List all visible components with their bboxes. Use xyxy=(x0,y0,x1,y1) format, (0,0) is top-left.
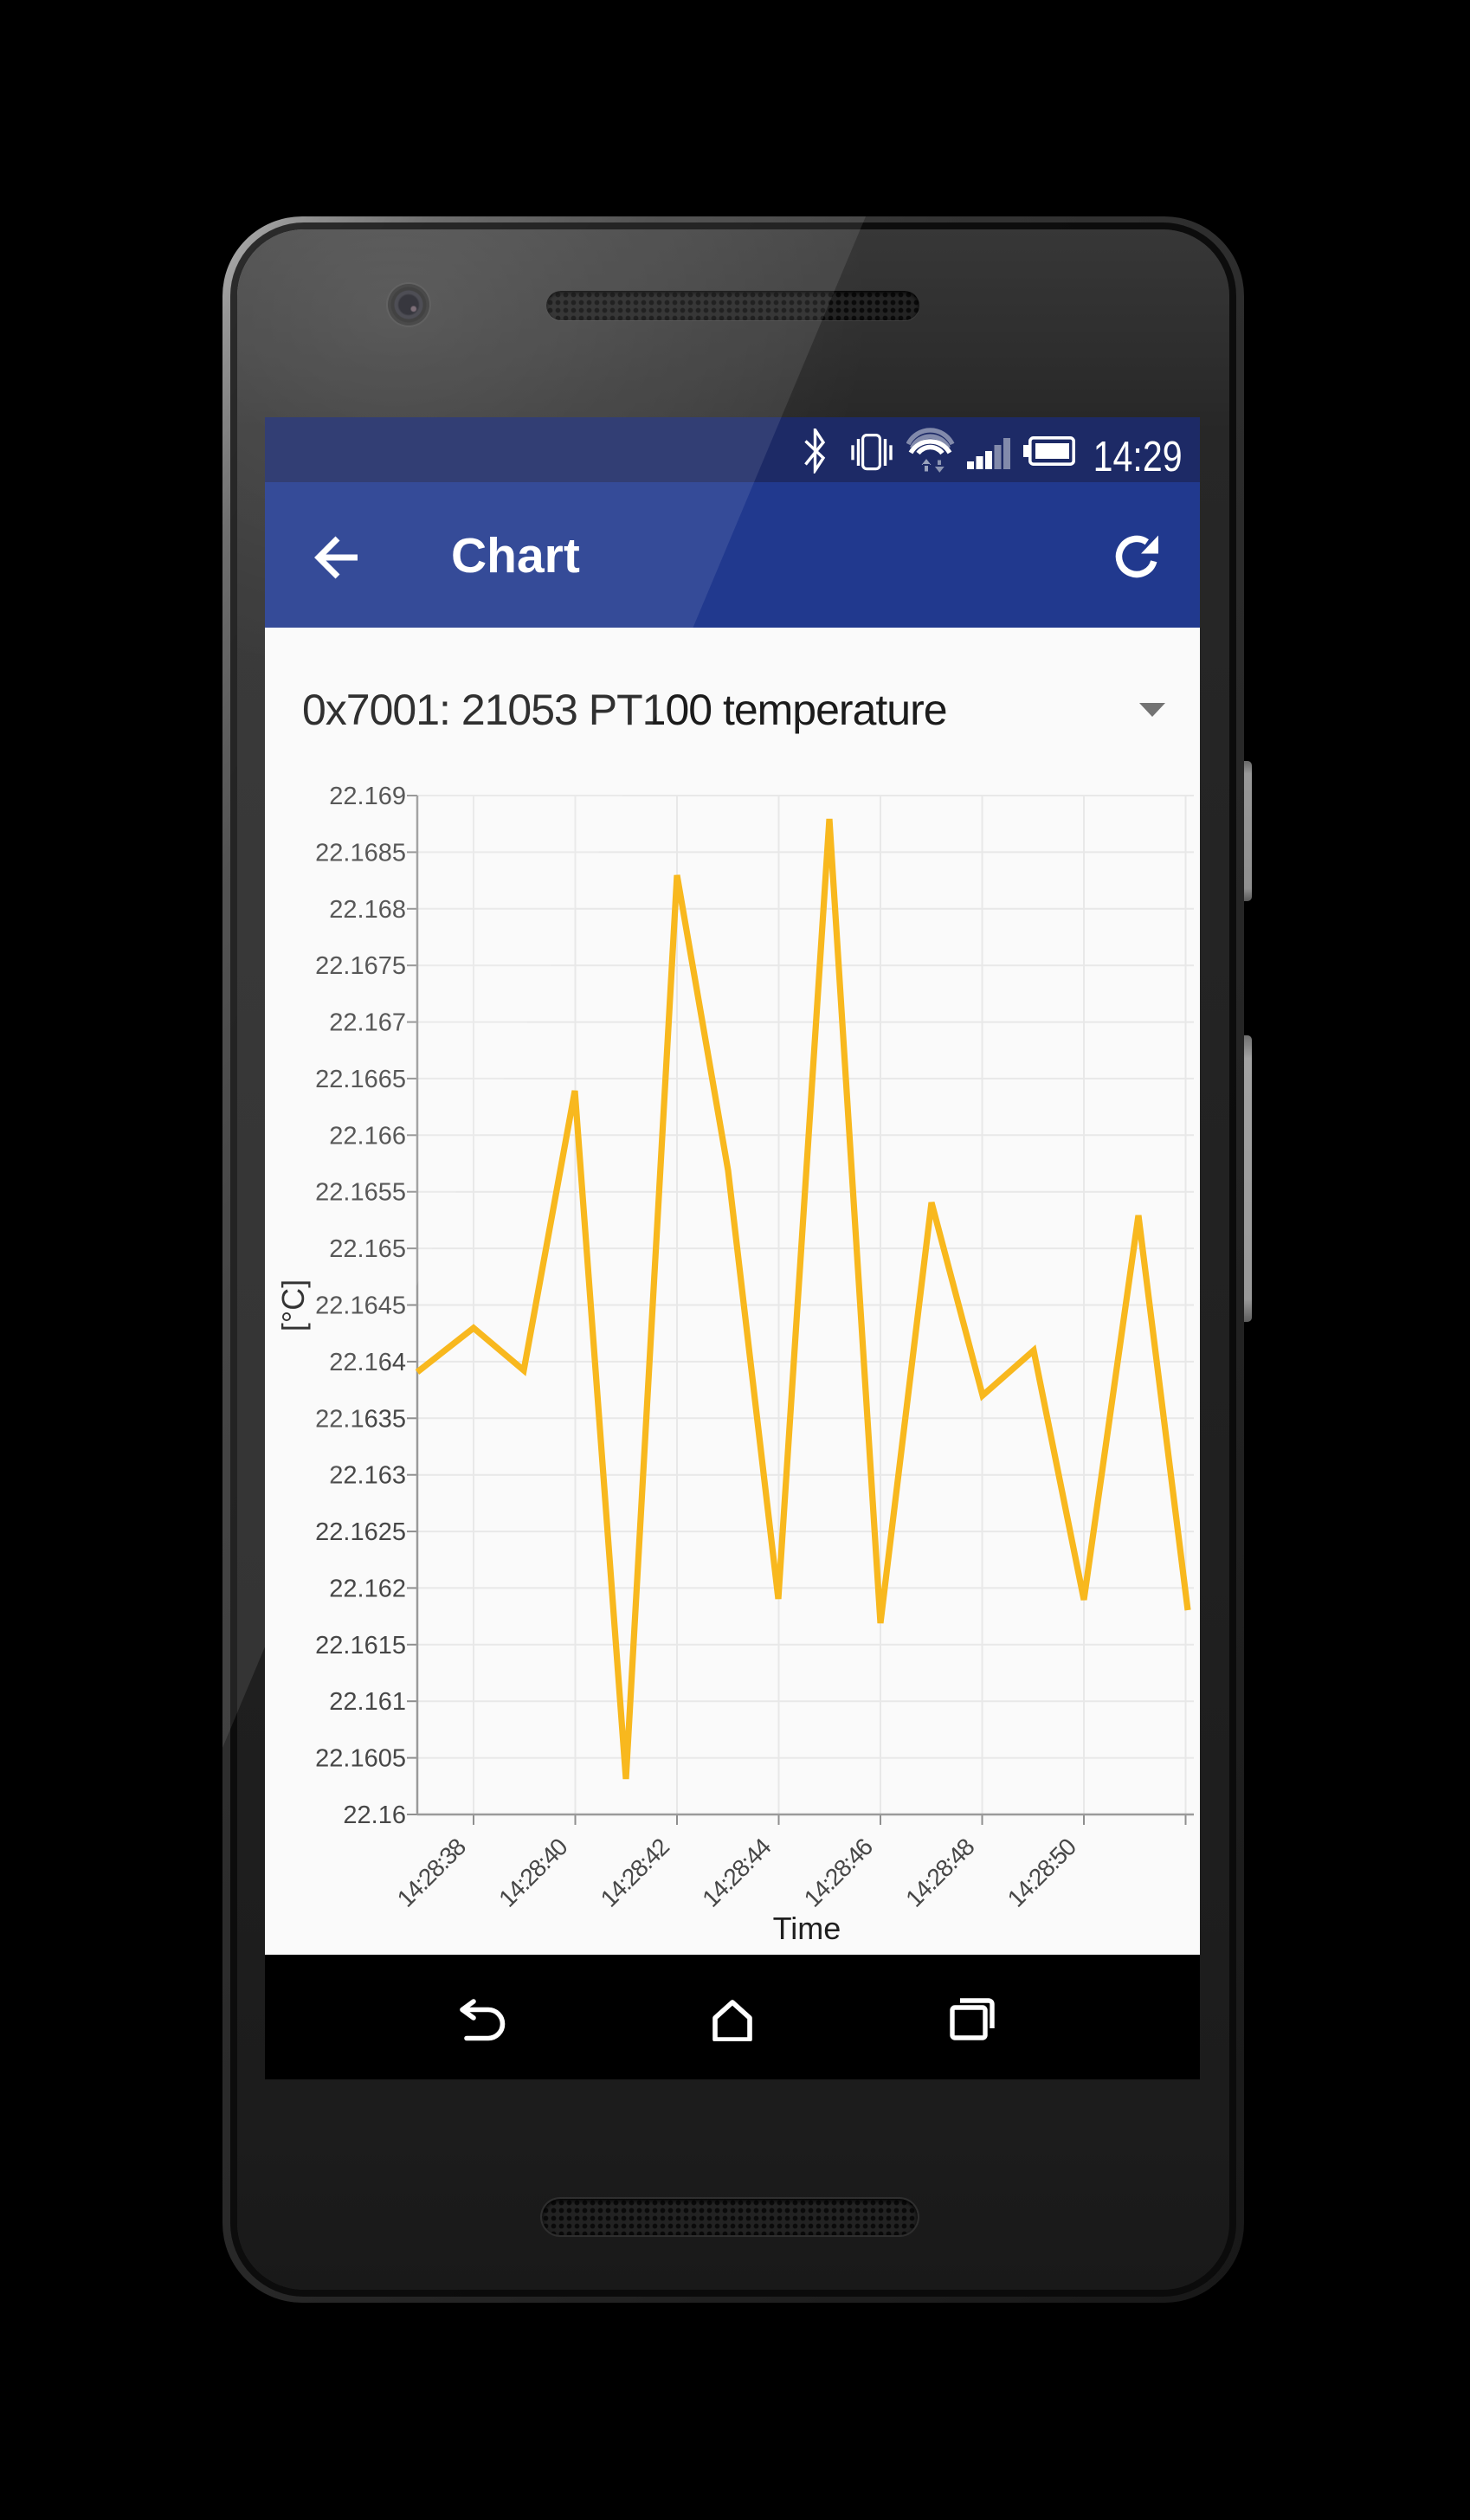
svg-text:14:28:48: 14:28:48 xyxy=(900,1834,979,1912)
svg-text:22.1675: 22.1675 xyxy=(315,952,406,980)
svg-text:22.166: 22.166 xyxy=(329,1122,406,1150)
svg-text:22.1625: 22.1625 xyxy=(315,1518,406,1546)
svg-text:22.1655: 22.1655 xyxy=(315,1179,406,1207)
svg-text:14:28:46: 14:28:46 xyxy=(799,1834,878,1912)
svg-text:22.162: 22.162 xyxy=(329,1575,406,1602)
svg-text:14:28:44: 14:28:44 xyxy=(697,1834,776,1912)
svg-text:Time: Time xyxy=(773,1911,841,1946)
svg-text:22.165: 22.165 xyxy=(329,1235,406,1263)
svg-text:22.169: 22.169 xyxy=(329,783,406,810)
svg-text:22.1605: 22.1605 xyxy=(315,1745,406,1773)
svg-text:14:28:50: 14:28:50 xyxy=(1003,1834,1081,1912)
svg-text:22.16: 22.16 xyxy=(343,1801,406,1829)
svg-text:14:28:40: 14:28:40 xyxy=(493,1834,572,1912)
svg-text:14:28:38: 14:28:38 xyxy=(392,1834,471,1912)
svg-text:22.168: 22.168 xyxy=(329,896,406,924)
svg-text:22.163: 22.163 xyxy=(329,1462,406,1490)
svg-text:22.1615: 22.1615 xyxy=(315,1632,406,1660)
svg-text:22.167: 22.167 xyxy=(329,1009,406,1037)
svg-text:22.161: 22.161 xyxy=(329,1688,406,1716)
svg-text:[°C]: [°C] xyxy=(275,1279,311,1331)
svg-text:22.164: 22.164 xyxy=(329,1349,406,1376)
svg-text:14:28:42: 14:28:42 xyxy=(596,1834,674,1912)
svg-text:22.1685: 22.1685 xyxy=(315,839,406,867)
svg-text:22.1665: 22.1665 xyxy=(315,1066,406,1093)
svg-text:22.1645: 22.1645 xyxy=(315,1292,406,1320)
svg-text:22.1635: 22.1635 xyxy=(315,1405,406,1433)
